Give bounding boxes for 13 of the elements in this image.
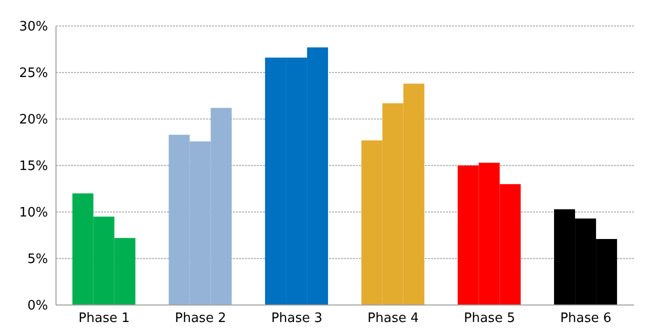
y-tick-label: 20% — [19, 112, 48, 128]
x-tick-label: Phase 3 — [271, 311, 322, 326]
x-tick-label: Phase 5 — [464, 311, 516, 326]
x-tick-label: Phase 1 — [78, 311, 130, 326]
x-tick-label: Phase 6 — [560, 311, 612, 326]
x-tick-label: Phase 2 — [174, 311, 226, 326]
y-tick-label: 0% — [27, 298, 48, 314]
y-tick-label: 30% — [19, 20, 48, 35]
y-tick-label: 10% — [19, 206, 48, 221]
y-tick-label: 25% — [19, 66, 48, 82]
x-tick-label: Phase 4 — [368, 311, 419, 326]
y-tick-label: 5% — [27, 252, 48, 268]
y-tick-label: 15% — [19, 159, 48, 174]
